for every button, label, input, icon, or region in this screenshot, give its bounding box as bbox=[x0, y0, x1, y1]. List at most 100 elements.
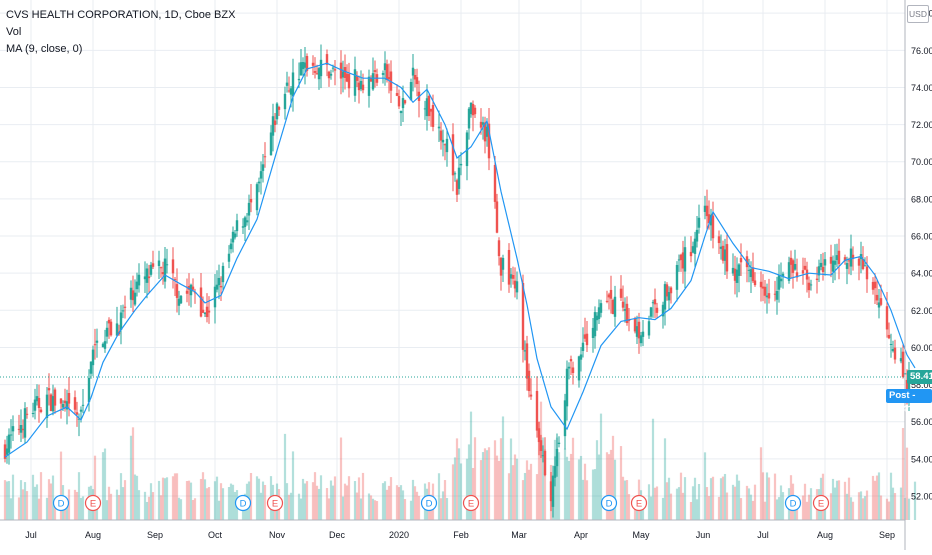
candle[interactable] bbox=[443, 143, 447, 161]
candle[interactable] bbox=[805, 261, 809, 293]
candle[interactable] bbox=[399, 110, 403, 126]
candle[interactable] bbox=[341, 60, 345, 93]
candle[interactable] bbox=[537, 421, 541, 456]
earnings-marker[interactable]: E bbox=[630, 494, 648, 512]
candle[interactable] bbox=[633, 316, 637, 334]
candle[interactable] bbox=[497, 237, 501, 266]
dividend-marker[interactable]: D bbox=[52, 494, 70, 512]
candle[interactable] bbox=[507, 243, 511, 293]
candle[interactable] bbox=[847, 257, 851, 275]
candle[interactable] bbox=[607, 292, 611, 310]
candle[interactable] bbox=[459, 152, 463, 176]
candle[interactable] bbox=[871, 277, 875, 295]
candle[interactable] bbox=[241, 218, 245, 234]
candle[interactable] bbox=[639, 331, 643, 347]
candle[interactable] bbox=[339, 50, 343, 95]
candle[interactable] bbox=[45, 386, 49, 428]
candle[interactable] bbox=[217, 264, 221, 300]
candle[interactable] bbox=[613, 285, 617, 327]
candle[interactable] bbox=[95, 328, 99, 358]
candle[interactable] bbox=[93, 328, 97, 360]
candle[interactable] bbox=[49, 393, 53, 412]
candle[interactable] bbox=[271, 103, 275, 152]
candle[interactable] bbox=[705, 189, 709, 231]
candle[interactable] bbox=[529, 378, 533, 400]
candle[interactable] bbox=[231, 226, 235, 253]
candle[interactable] bbox=[457, 155, 461, 195]
candle[interactable] bbox=[541, 445, 545, 463]
candle[interactable] bbox=[623, 297, 627, 323]
symbol-title[interactable]: CVS HEALTH CORPORATION, 1D, Cboe BZX bbox=[6, 9, 236, 21]
candle[interactable] bbox=[759, 271, 763, 302]
candle[interactable] bbox=[555, 433, 559, 477]
candle[interactable] bbox=[857, 256, 861, 281]
candle[interactable] bbox=[767, 278, 771, 304]
candle[interactable] bbox=[437, 110, 441, 143]
candle[interactable] bbox=[513, 267, 517, 298]
candle[interactable] bbox=[747, 258, 751, 283]
volume-indicator-label[interactable]: Vol bbox=[6, 26, 22, 38]
candle[interactable] bbox=[609, 275, 613, 314]
candle[interactable] bbox=[795, 258, 799, 282]
candle[interactable] bbox=[361, 73, 365, 94]
candle[interactable] bbox=[469, 102, 473, 118]
candle[interactable] bbox=[233, 230, 237, 240]
candle[interactable] bbox=[683, 236, 687, 289]
candle[interactable] bbox=[465, 130, 469, 181]
candle[interactable] bbox=[103, 329, 107, 353]
candle[interactable] bbox=[53, 387, 57, 414]
candle[interactable] bbox=[151, 250, 155, 269]
dividend-marker[interactable]: D bbox=[234, 494, 252, 512]
candle[interactable] bbox=[667, 286, 671, 310]
earnings-marker[interactable]: E bbox=[462, 494, 480, 512]
candle[interactable] bbox=[819, 254, 823, 271]
candle[interactable] bbox=[635, 315, 639, 344]
candle[interactable] bbox=[885, 292, 889, 338]
candle[interactable] bbox=[595, 312, 599, 331]
candle[interactable] bbox=[527, 363, 531, 398]
candle[interactable] bbox=[697, 204, 701, 234]
candle[interactable] bbox=[123, 295, 127, 319]
candle[interactable] bbox=[243, 215, 247, 242]
candle[interactable] bbox=[829, 244, 833, 278]
candle[interactable] bbox=[137, 263, 141, 293]
candle[interactable] bbox=[891, 340, 895, 353]
candle[interactable] bbox=[849, 234, 853, 276]
candle[interactable] bbox=[59, 398, 63, 419]
candle[interactable] bbox=[791, 258, 795, 289]
currency-button[interactable]: USD bbox=[907, 5, 929, 23]
candle[interactable] bbox=[571, 361, 575, 385]
candle[interactable] bbox=[175, 268, 179, 313]
candle[interactable] bbox=[401, 85, 405, 123]
candle[interactable] bbox=[5, 435, 9, 464]
candle[interactable] bbox=[865, 256, 869, 293]
candle[interactable] bbox=[499, 256, 503, 291]
candle[interactable] bbox=[823, 251, 827, 276]
candle[interactable] bbox=[101, 342, 105, 348]
candle[interactable] bbox=[889, 333, 893, 358]
candle[interactable] bbox=[753, 272, 757, 287]
candle[interactable] bbox=[709, 208, 713, 241]
candle[interactable] bbox=[17, 414, 21, 435]
candle[interactable] bbox=[201, 296, 205, 314]
candle[interactable] bbox=[73, 390, 77, 414]
candle[interactable] bbox=[515, 271, 519, 300]
candle[interactable] bbox=[367, 69, 371, 108]
candle[interactable] bbox=[593, 306, 597, 349]
candle[interactable] bbox=[409, 78, 413, 101]
candle[interactable] bbox=[227, 245, 231, 269]
candle[interactable] bbox=[677, 254, 681, 272]
candle[interactable] bbox=[371, 57, 375, 91]
candle[interactable] bbox=[255, 182, 259, 216]
candle[interactable] bbox=[821, 252, 825, 281]
candle[interactable] bbox=[135, 272, 139, 297]
candle[interactable] bbox=[235, 213, 239, 237]
candle[interactable] bbox=[565, 360, 569, 421]
candle[interactable] bbox=[569, 355, 573, 376]
candle[interactable] bbox=[395, 84, 399, 97]
candle[interactable] bbox=[887, 322, 891, 340]
candle[interactable] bbox=[781, 271, 785, 289]
candle[interactable] bbox=[317, 67, 321, 90]
